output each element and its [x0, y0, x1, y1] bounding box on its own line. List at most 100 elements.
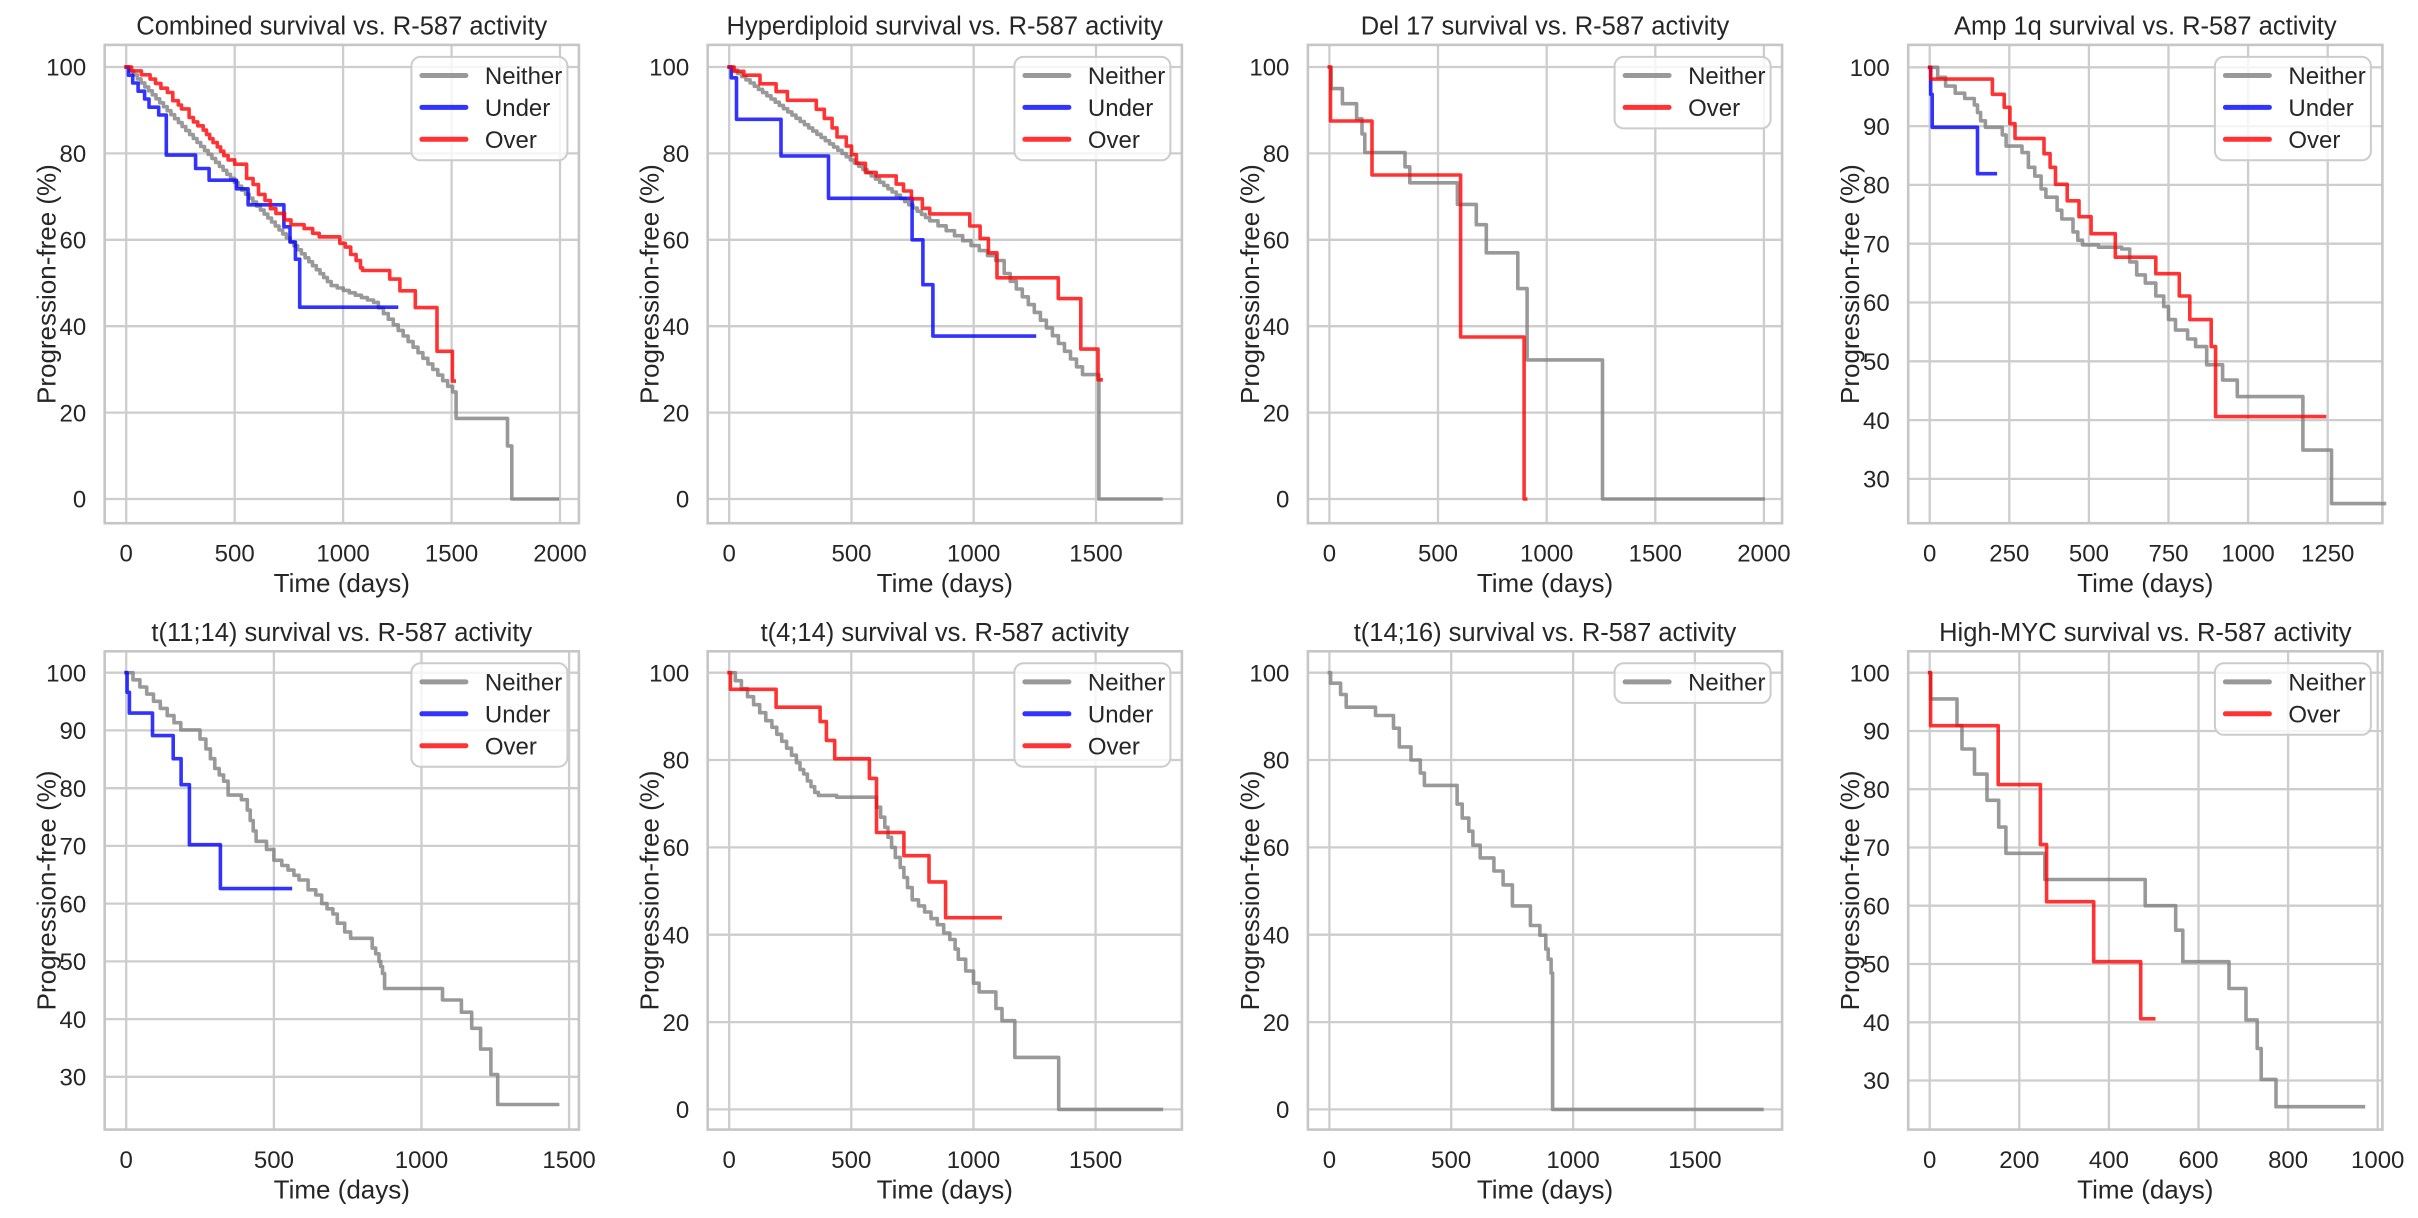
svg-text:50: 50 [1863, 349, 1890, 376]
svg-text:200: 200 [1999, 1147, 2039, 1174]
svg-text:Over: Over [2288, 701, 2340, 728]
svg-text:Time (days): Time (days) [877, 568, 1013, 598]
svg-text:80: 80 [59, 141, 86, 168]
svg-text:0: 0 [676, 487, 689, 514]
svg-text:70: 70 [59, 834, 86, 861]
svg-text:Progression-free (%): Progression-free (%) [1235, 164, 1265, 404]
svg-text:40: 40 [1863, 1010, 1890, 1037]
svg-text:80: 80 [1263, 748, 1290, 775]
svg-text:Amp 1q survival vs. R-587 acti: Amp 1q survival vs. R-587 activity [1954, 12, 2337, 40]
svg-text:60: 60 [1263, 228, 1290, 255]
svg-text:Time (days): Time (days) [2077, 1175, 2213, 1205]
svg-text:250: 250 [1989, 540, 2029, 567]
svg-text:0: 0 [1276, 1097, 1289, 1124]
svg-text:100: 100 [46, 55, 86, 82]
svg-text:Over: Over [485, 733, 537, 760]
svg-text:1000: 1000 [2351, 1147, 2404, 1174]
svg-text:Neither: Neither [1088, 63, 1165, 90]
svg-text:600: 600 [2178, 1147, 2218, 1174]
svg-text:Progression-free (%): Progression-free (%) [32, 164, 62, 404]
svg-text:60: 60 [1263, 835, 1290, 862]
svg-text:0: 0 [723, 540, 736, 567]
svg-text:Time (days): Time (days) [274, 568, 410, 598]
svg-text:100: 100 [46, 660, 86, 687]
svg-text:60: 60 [59, 891, 86, 918]
svg-text:Neither: Neither [2288, 63, 2365, 90]
svg-text:Over: Over [1088, 733, 1140, 760]
svg-text:40: 40 [1863, 408, 1890, 435]
svg-text:Time (days): Time (days) [274, 1175, 410, 1205]
svg-text:Neither: Neither [1688, 63, 1765, 90]
svg-text:50: 50 [59, 949, 86, 976]
svg-text:100: 100 [1249, 660, 1289, 687]
svg-text:60: 60 [1863, 893, 1890, 920]
svg-text:t(4;14) survival vs. R-587 act: t(4;14) survival vs. R-587 activity [761, 619, 1130, 647]
svg-text:Time (days): Time (days) [1477, 568, 1613, 598]
svg-text:Neither: Neither [485, 670, 562, 697]
svg-text:1500: 1500 [1069, 540, 1122, 567]
svg-text:80: 80 [1263, 141, 1290, 168]
svg-text:1000: 1000 [2221, 540, 2274, 567]
svg-text:1000: 1000 [316, 540, 369, 567]
svg-text:100: 100 [649, 660, 689, 687]
svg-text:Under: Under [2288, 95, 2353, 122]
svg-text:80: 80 [1863, 173, 1890, 200]
svg-text:20: 20 [662, 1010, 689, 1037]
svg-text:90: 90 [1863, 114, 1890, 141]
svg-text:20: 20 [59, 400, 86, 427]
svg-text:1000: 1000 [1546, 1147, 1599, 1174]
svg-text:1000: 1000 [947, 1147, 1000, 1174]
svg-text:500: 500 [1431, 1147, 1471, 1174]
svg-text:70: 70 [1863, 835, 1890, 862]
svg-text:90: 90 [59, 718, 86, 745]
svg-text:Progression-free (%): Progression-free (%) [1835, 770, 1865, 1010]
svg-text:High-MYC survival vs. R-587 ac: High-MYC survival vs. R-587 activity [1939, 619, 2352, 647]
svg-text:Progression-free (%): Progression-free (%) [1235, 770, 1265, 1010]
svg-text:80: 80 [1863, 777, 1890, 804]
svg-text:500: 500 [254, 1147, 294, 1174]
svg-text:t(14;16) survival vs. R-587 ac: t(14;16) survival vs. R-587 activity [1354, 619, 1737, 647]
svg-text:Neither: Neither [1088, 670, 1165, 697]
svg-text:0: 0 [1323, 540, 1336, 567]
svg-text:30: 30 [1863, 1068, 1890, 1095]
svg-text:Neither: Neither [2288, 670, 2365, 697]
svg-text:Time (days): Time (days) [877, 1175, 1013, 1205]
svg-text:500: 500 [831, 540, 871, 567]
svg-text:1500: 1500 [425, 540, 478, 567]
svg-text:50: 50 [1863, 952, 1890, 979]
svg-text:60: 60 [59, 228, 86, 255]
svg-text:90: 90 [1863, 719, 1890, 746]
svg-text:Time (days): Time (days) [1477, 1175, 1613, 1205]
svg-text:40: 40 [1263, 922, 1290, 949]
svg-text:100: 100 [1850, 55, 1890, 82]
svg-text:Under: Under [1088, 95, 1153, 122]
svg-text:40: 40 [59, 314, 86, 341]
svg-text:Over: Over [1088, 127, 1140, 154]
svg-text:Under: Under [485, 95, 550, 122]
svg-text:30: 30 [59, 1065, 86, 1092]
svg-text:500: 500 [831, 1147, 871, 1174]
svg-text:Over: Over [1688, 95, 1740, 122]
svg-text:0: 0 [120, 540, 133, 567]
svg-text:Combined survival vs. R-587 ac: Combined survival vs. R-587 activity [136, 12, 547, 40]
svg-text:80: 80 [662, 141, 689, 168]
svg-text:500: 500 [2069, 540, 2109, 567]
svg-text:1250: 1250 [2301, 540, 2354, 567]
svg-text:1000: 1000 [947, 540, 1000, 567]
svg-text:40: 40 [1263, 314, 1290, 341]
svg-text:1000: 1000 [395, 1147, 448, 1174]
svg-text:400: 400 [2089, 1147, 2129, 1174]
svg-text:Over: Over [485, 127, 537, 154]
svg-text:100: 100 [1249, 55, 1289, 82]
svg-text:500: 500 [215, 540, 255, 567]
svg-text:100: 100 [649, 55, 689, 82]
svg-text:20: 20 [1263, 1010, 1290, 1037]
svg-text:60: 60 [662, 228, 689, 255]
svg-text:0: 0 [73, 487, 86, 514]
svg-text:Hyperdiploid survival vs. R-58: Hyperdiploid survival vs. R-587 activity [727, 12, 1164, 40]
svg-text:0: 0 [1923, 540, 1936, 567]
svg-text:750: 750 [2148, 540, 2188, 567]
svg-text:Neither: Neither [485, 63, 562, 90]
svg-text:1500: 1500 [1668, 1147, 1721, 1174]
svg-text:0: 0 [723, 1147, 736, 1174]
